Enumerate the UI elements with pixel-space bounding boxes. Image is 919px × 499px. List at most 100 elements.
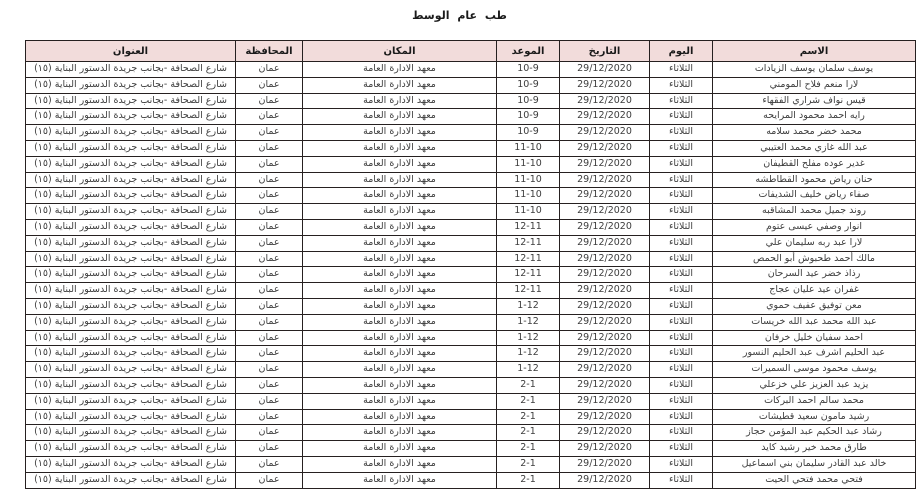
address-cell: شارع الصحافة -بجانب جريدة الدستور البناي… bbox=[25, 455, 236, 473]
place-cell: معهد الادارة العامة bbox=[302, 218, 497, 236]
header-place: المكان bbox=[302, 40, 497, 62]
name-cell: لارا منعم فلاح المومني bbox=[712, 76, 916, 94]
time-cell: 12-11 bbox=[496, 282, 560, 299]
date-cell: 29/12/2020 bbox=[559, 424, 650, 442]
day-cell: الثلاثاء bbox=[649, 155, 713, 173]
governorate-cell: عمان bbox=[235, 76, 303, 94]
time-cell: 2-1 bbox=[496, 376, 560, 394]
day-cell: الثلاثاء bbox=[649, 329, 713, 347]
governorate-cell: عمان bbox=[235, 139, 303, 157]
time-cell: 11-10 bbox=[496, 187, 560, 205]
governorate-cell: عمان bbox=[235, 171, 303, 189]
time-cell: 2-1 bbox=[496, 440, 560, 457]
place-cell: معهد الادارة العامة bbox=[302, 345, 497, 363]
name-cell: رايه احمد محمود المرايحه bbox=[712, 108, 916, 126]
table-row: فتحي محمد فتحي الحيت الثلاثاء 29/12/2020 2-… bbox=[25, 471, 916, 489]
time-cell: 12-11 bbox=[496, 234, 560, 252]
governorate-cell: عمان bbox=[235, 266, 303, 284]
date-cell: 29/12/2020 bbox=[559, 408, 650, 426]
address-cell: شارع الصحافة -بجانب جريدة الدستور البناي… bbox=[25, 266, 236, 284]
address-cell: شارع الصحافة -بجانب جريدة الدستور البناي… bbox=[25, 139, 236, 157]
name-cell: حنان رياض محمود القطاطشه bbox=[712, 171, 916, 189]
address-cell: شارع الصحافة -بجانب جريدة الدستور البناي… bbox=[25, 424, 236, 442]
time-cell: 1-12 bbox=[496, 345, 560, 363]
place-cell: معهد الادارة العامة bbox=[302, 424, 497, 442]
header-name: الاسم bbox=[712, 40, 916, 62]
table-row: يوسف سلمان يوسف الزيادات الثلاثاء 29/12/20… bbox=[25, 61, 916, 78]
header-address: العنوان bbox=[25, 40, 236, 62]
day-cell: الثلاثاء bbox=[649, 266, 713, 284]
table-row: يزيد عبد العزيز علي خزعلي الثلاثاء 29/12/2… bbox=[25, 376, 916, 394]
place-cell: معهد الادارة العامة bbox=[302, 250, 497, 268]
address-cell: شارع الصحافة -بجانب جريدة الدستور البناي… bbox=[25, 282, 236, 299]
address-cell: شارع الصحافة -بجانب جريدة الدستور البناي… bbox=[25, 108, 236, 126]
address-cell: شارع الصحافة -بجانب جريدة الدستور البناي… bbox=[25, 392, 236, 410]
address-cell: شارع الصحافة -بجانب جريدة الدستور البناي… bbox=[25, 203, 236, 220]
address-cell: شارع الصحافة -بجانب جريدة الدستور البناي… bbox=[25, 218, 236, 236]
table-header-row: الاسم اليوم التاريخ الموعد المكان المحاف… bbox=[25, 40, 916, 62]
date-cell: 29/12/2020 bbox=[559, 297, 650, 315]
table-row: قيس نواف شراري الفقهاء الثلاثاء 29/12/2020… bbox=[25, 92, 916, 110]
time-cell: 1-12 bbox=[496, 329, 560, 347]
place-cell: معهد الادارة العامة bbox=[302, 155, 497, 173]
date-cell: 29/12/2020 bbox=[559, 203, 650, 220]
date-cell: 29/12/2020 bbox=[559, 108, 650, 126]
name-cell: معن توفيق عفيف حموي bbox=[712, 297, 916, 315]
name-cell: قيس نواف شراري الفقهاء bbox=[712, 92, 916, 110]
address-cell: شارع الصحافة -بجانب جريدة الدستور البناي… bbox=[25, 234, 236, 252]
day-cell: الثلاثاء bbox=[649, 234, 713, 252]
place-cell: معهد الادارة العامة bbox=[302, 61, 497, 78]
name-cell: فتحي محمد فتحي الحيت bbox=[712, 471, 916, 489]
day-cell: الثلاثاء bbox=[649, 361, 713, 378]
governorate-cell: عمان bbox=[235, 313, 303, 331]
place-cell: معهد الادارة العامة bbox=[302, 76, 497, 94]
address-cell: شارع الصحافة -بجانب جريدة الدستور البناي… bbox=[25, 171, 236, 189]
day-cell: الثلاثاء bbox=[649, 203, 713, 220]
governorate-cell: عمان bbox=[235, 234, 303, 252]
table-row: معن توفيق عفيف حموي الثلاثاء 29/12/2020 1-1… bbox=[25, 297, 916, 315]
table-row: عبد الحليم اشرف عبد الحليم النسور الثلاثا… bbox=[25, 345, 916, 363]
place-cell: معهد الادارة العامة bbox=[302, 376, 497, 394]
time-cell: 2-1 bbox=[496, 455, 560, 473]
table-row: رشاد عبد الحكيم عبد المؤمن حجاز الثلاثاء 2… bbox=[25, 424, 916, 442]
name-cell: مالك أحمد طحبوش أبو الحمص bbox=[712, 250, 916, 268]
date-cell: 29/12/2020 bbox=[559, 345, 650, 363]
day-cell: الثلاثاء bbox=[649, 139, 713, 157]
governorate-cell: عمان bbox=[235, 408, 303, 426]
time-cell: 11-10 bbox=[496, 171, 560, 189]
place-cell: معهد الادارة العامة bbox=[302, 171, 497, 189]
address-cell: شارع الصحافة -بجانب جريدة الدستور البناي… bbox=[25, 408, 236, 426]
date-cell: 29/12/2020 bbox=[559, 76, 650, 94]
table-row: خالد عبد القادر سليمان بني اسماعيل الثلاث… bbox=[25, 455, 916, 473]
day-cell: الثلاثاء bbox=[649, 376, 713, 394]
page-title: طب عام الوسط bbox=[412, 9, 507, 22]
table-row: صفاء رياض خليف الشديفات الثلاثاء 29/12/202… bbox=[25, 187, 916, 205]
time-cell: 2-1 bbox=[496, 408, 560, 426]
day-cell: الثلاثاء bbox=[649, 408, 713, 426]
name-cell: محمد خضر محمد سلامه bbox=[712, 124, 916, 141]
name-cell: احمد سفيان خليل خرفان bbox=[712, 329, 916, 347]
name-cell: عبد الحليم اشرف عبد الحليم النسور bbox=[712, 345, 916, 363]
day-cell: الثلاثاء bbox=[649, 297, 713, 315]
schedule-table: الاسم اليوم التاريخ الموعد المكان المحاف… bbox=[25, 40, 916, 489]
name-cell: صفاء رياض خليف الشديفات bbox=[712, 187, 916, 205]
date-cell: 29/12/2020 bbox=[559, 455, 650, 473]
governorate-cell: عمان bbox=[235, 345, 303, 363]
table-row: عبد الله غازي محمد العتيبي الثلاثاء 29/12/… bbox=[25, 139, 916, 157]
name-cell: يوسف محمود موسى السميرات bbox=[712, 361, 916, 378]
place-cell: معهد الادارة العامة bbox=[302, 297, 497, 315]
governorate-cell: عمان bbox=[235, 424, 303, 442]
name-cell: خالد عبد القادر سليمان بني اسماعيل bbox=[712, 455, 916, 473]
table-row: طارق محمد خير رشيد كايد الثلاثاء 29/12/202… bbox=[25, 440, 916, 457]
table-row: محمد سالم احمد البركات الثلاثاء 29/12/2020… bbox=[25, 392, 916, 410]
date-cell: 29/12/2020 bbox=[559, 187, 650, 205]
name-cell: لارا عبد ربه سليمان علي bbox=[712, 234, 916, 252]
governorate-cell: عمان bbox=[235, 455, 303, 473]
day-cell: الثلاثاء bbox=[649, 92, 713, 110]
governorate-cell: عمان bbox=[235, 471, 303, 489]
date-cell: 29/12/2020 bbox=[559, 61, 650, 78]
address-cell: شارع الصحافة -بجانب جريدة الدستور البناي… bbox=[25, 250, 236, 268]
header-day: اليوم bbox=[649, 40, 713, 62]
governorate-cell: عمان bbox=[235, 155, 303, 173]
day-cell: الثلاثاء bbox=[649, 124, 713, 141]
